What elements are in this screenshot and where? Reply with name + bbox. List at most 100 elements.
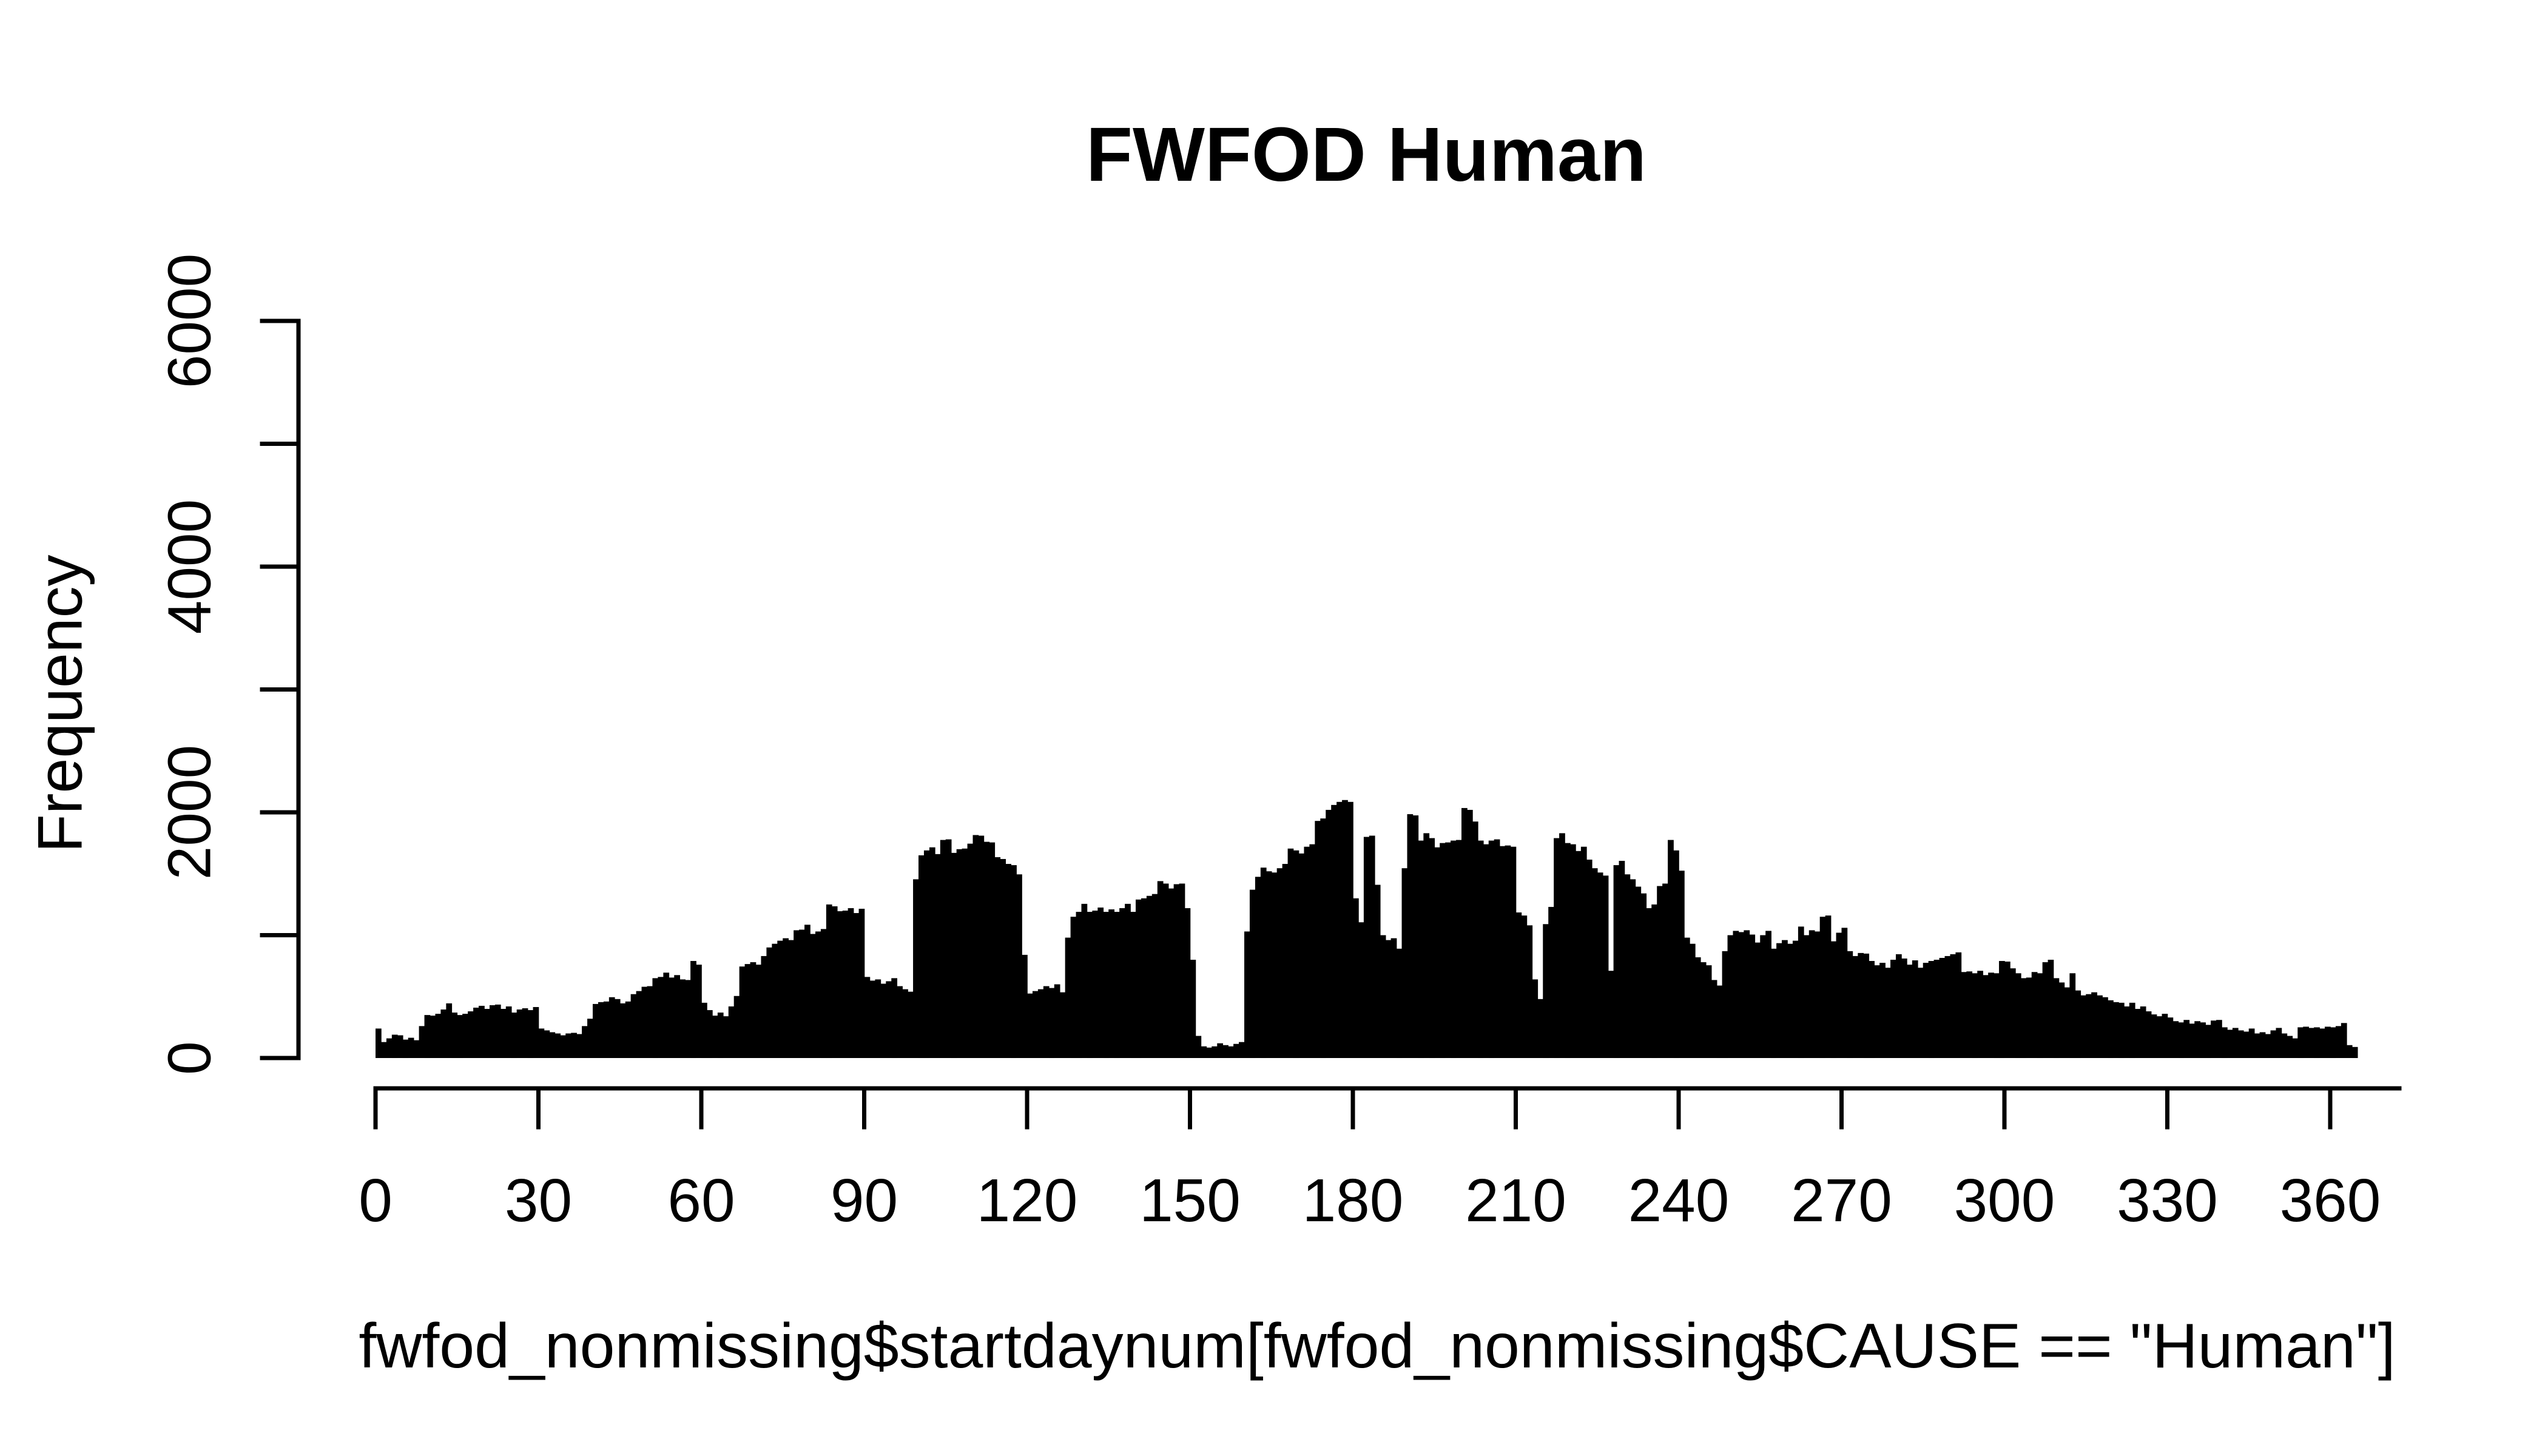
histogram-bar [1168, 888, 1175, 1058]
histogram-bar [1694, 957, 1701, 1058]
x-tick-label: 270 [1791, 1167, 1892, 1235]
histogram-bar [2048, 960, 2054, 1058]
histogram-bar [1565, 843, 1571, 1059]
histogram-bar [1070, 917, 1077, 1059]
x-tick-label: 0 [359, 1167, 393, 1235]
histogram-bar [701, 1002, 707, 1059]
histogram-bar [1412, 815, 1419, 1058]
histogram-bar [402, 1039, 409, 1059]
histogram-bar [1906, 965, 1913, 1058]
histogram-bar [625, 1001, 632, 1058]
histogram-bar [380, 1042, 387, 1058]
histogram-bar [1700, 962, 1707, 1058]
histogram-bar [1983, 975, 1989, 1058]
histogram-bar [2319, 1028, 2325, 1058]
histogram-bar [1689, 943, 1696, 1058]
histogram-bar [468, 1011, 474, 1058]
histogram-bar [511, 1013, 517, 1059]
histogram-bar [783, 938, 789, 1058]
histogram-bar [2226, 1030, 2233, 1058]
histogram-bar [1374, 885, 1381, 1058]
histogram-bar [1733, 931, 1739, 1058]
histogram-bar [2162, 1014, 2168, 1058]
histogram-bar [1087, 912, 1093, 1059]
histogram-bar [619, 1003, 626, 1058]
histogram-bar [1961, 972, 1967, 1058]
histogram-bar [1765, 931, 1771, 1058]
histogram-bar [766, 947, 773, 1058]
histogram-bar [913, 879, 919, 1058]
histogram-bar [2075, 990, 2081, 1059]
x-tick-label: 90 [830, 1167, 898, 1235]
histogram-bar [690, 961, 696, 1059]
histogram-bar [1928, 961, 1935, 1059]
histogram-bar [1532, 979, 1539, 1058]
histogram-bar [1298, 853, 1305, 1058]
histogram-bar [1760, 935, 1766, 1058]
histogram-bar [1173, 884, 1180, 1058]
histogram-bar [516, 1009, 523, 1058]
histogram-bar [2026, 977, 2032, 1058]
histogram-bar [1890, 960, 1896, 1058]
histogram-bar [2292, 1038, 2299, 1058]
histogram-bar [1559, 833, 1565, 1058]
histogram-bar [777, 940, 784, 1058]
histogram-bar [1032, 991, 1039, 1058]
histogram-bar [972, 835, 979, 1058]
histogram-bar [522, 1008, 528, 1058]
histogram-bar [538, 1028, 545, 1058]
histogram-bar [1515, 912, 1522, 1058]
histogram-bar [2308, 1028, 2314, 1058]
histogram-bar [593, 1003, 599, 1058]
histogram-bar [614, 999, 621, 1058]
histogram-bar [1108, 909, 1114, 1058]
histogram-bar [1249, 889, 1256, 1059]
histogram-bar [658, 977, 664, 1058]
histogram-bar [1858, 952, 1864, 1058]
histogram-bar [2064, 987, 2071, 1058]
histogram-bar [908, 991, 914, 1058]
histogram-bar [733, 996, 740, 1058]
histogram-bar [2205, 1025, 2211, 1059]
histogram-bar [1635, 886, 1642, 1058]
histogram-bar [1608, 971, 1614, 1058]
histogram-bar [978, 835, 985, 1058]
histogram-bar [1201, 1046, 1207, 1058]
histogram-bar [479, 1005, 485, 1058]
histogram-bar [1901, 958, 1907, 1058]
histogram-bar [451, 1013, 458, 1059]
histogram-bar [1276, 868, 1283, 1058]
histogram-bar [376, 1028, 382, 1058]
histogram-bar [1423, 833, 1430, 1058]
histogram-bar [1830, 941, 1837, 1059]
x-tick-label: 180 [1302, 1167, 1404, 1235]
chart-title: FWFOD Human [0, 110, 2548, 198]
histogram-bar [565, 1033, 571, 1058]
histogram-bar [1011, 865, 1017, 1059]
histogram-bar [473, 1007, 479, 1058]
histogram-bar [1841, 928, 1848, 1058]
histogram-bar [2020, 978, 2027, 1059]
histogram-bar [636, 991, 642, 1058]
histogram-bar [2314, 1027, 2320, 1059]
histogram-bar [386, 1038, 393, 1058]
histogram-bar [1863, 953, 1870, 1059]
histogram-bar [1494, 839, 1500, 1058]
histogram-bar [1825, 915, 1832, 1058]
x-tick-label: 300 [1953, 1167, 2055, 1235]
histogram-bar [934, 854, 941, 1058]
histogram-bar [1944, 956, 1951, 1058]
histogram-bar [1136, 899, 1142, 1059]
histogram-bar [1304, 846, 1310, 1058]
histogram-bar [875, 979, 881, 1058]
histogram-bar [706, 1010, 713, 1059]
histogram-bar [1016, 874, 1022, 1058]
histogram-bar [1966, 971, 1973, 1058]
histogram-bar [2108, 1000, 2114, 1059]
histogram-bar [446, 1003, 453, 1058]
histogram-bar [1401, 868, 1408, 1058]
histogram-bar [2037, 973, 2043, 1059]
histogram-bar [728, 1006, 735, 1058]
histogram-bar [549, 1032, 556, 1058]
y-tick-label-text: 6000 [155, 253, 224, 389]
